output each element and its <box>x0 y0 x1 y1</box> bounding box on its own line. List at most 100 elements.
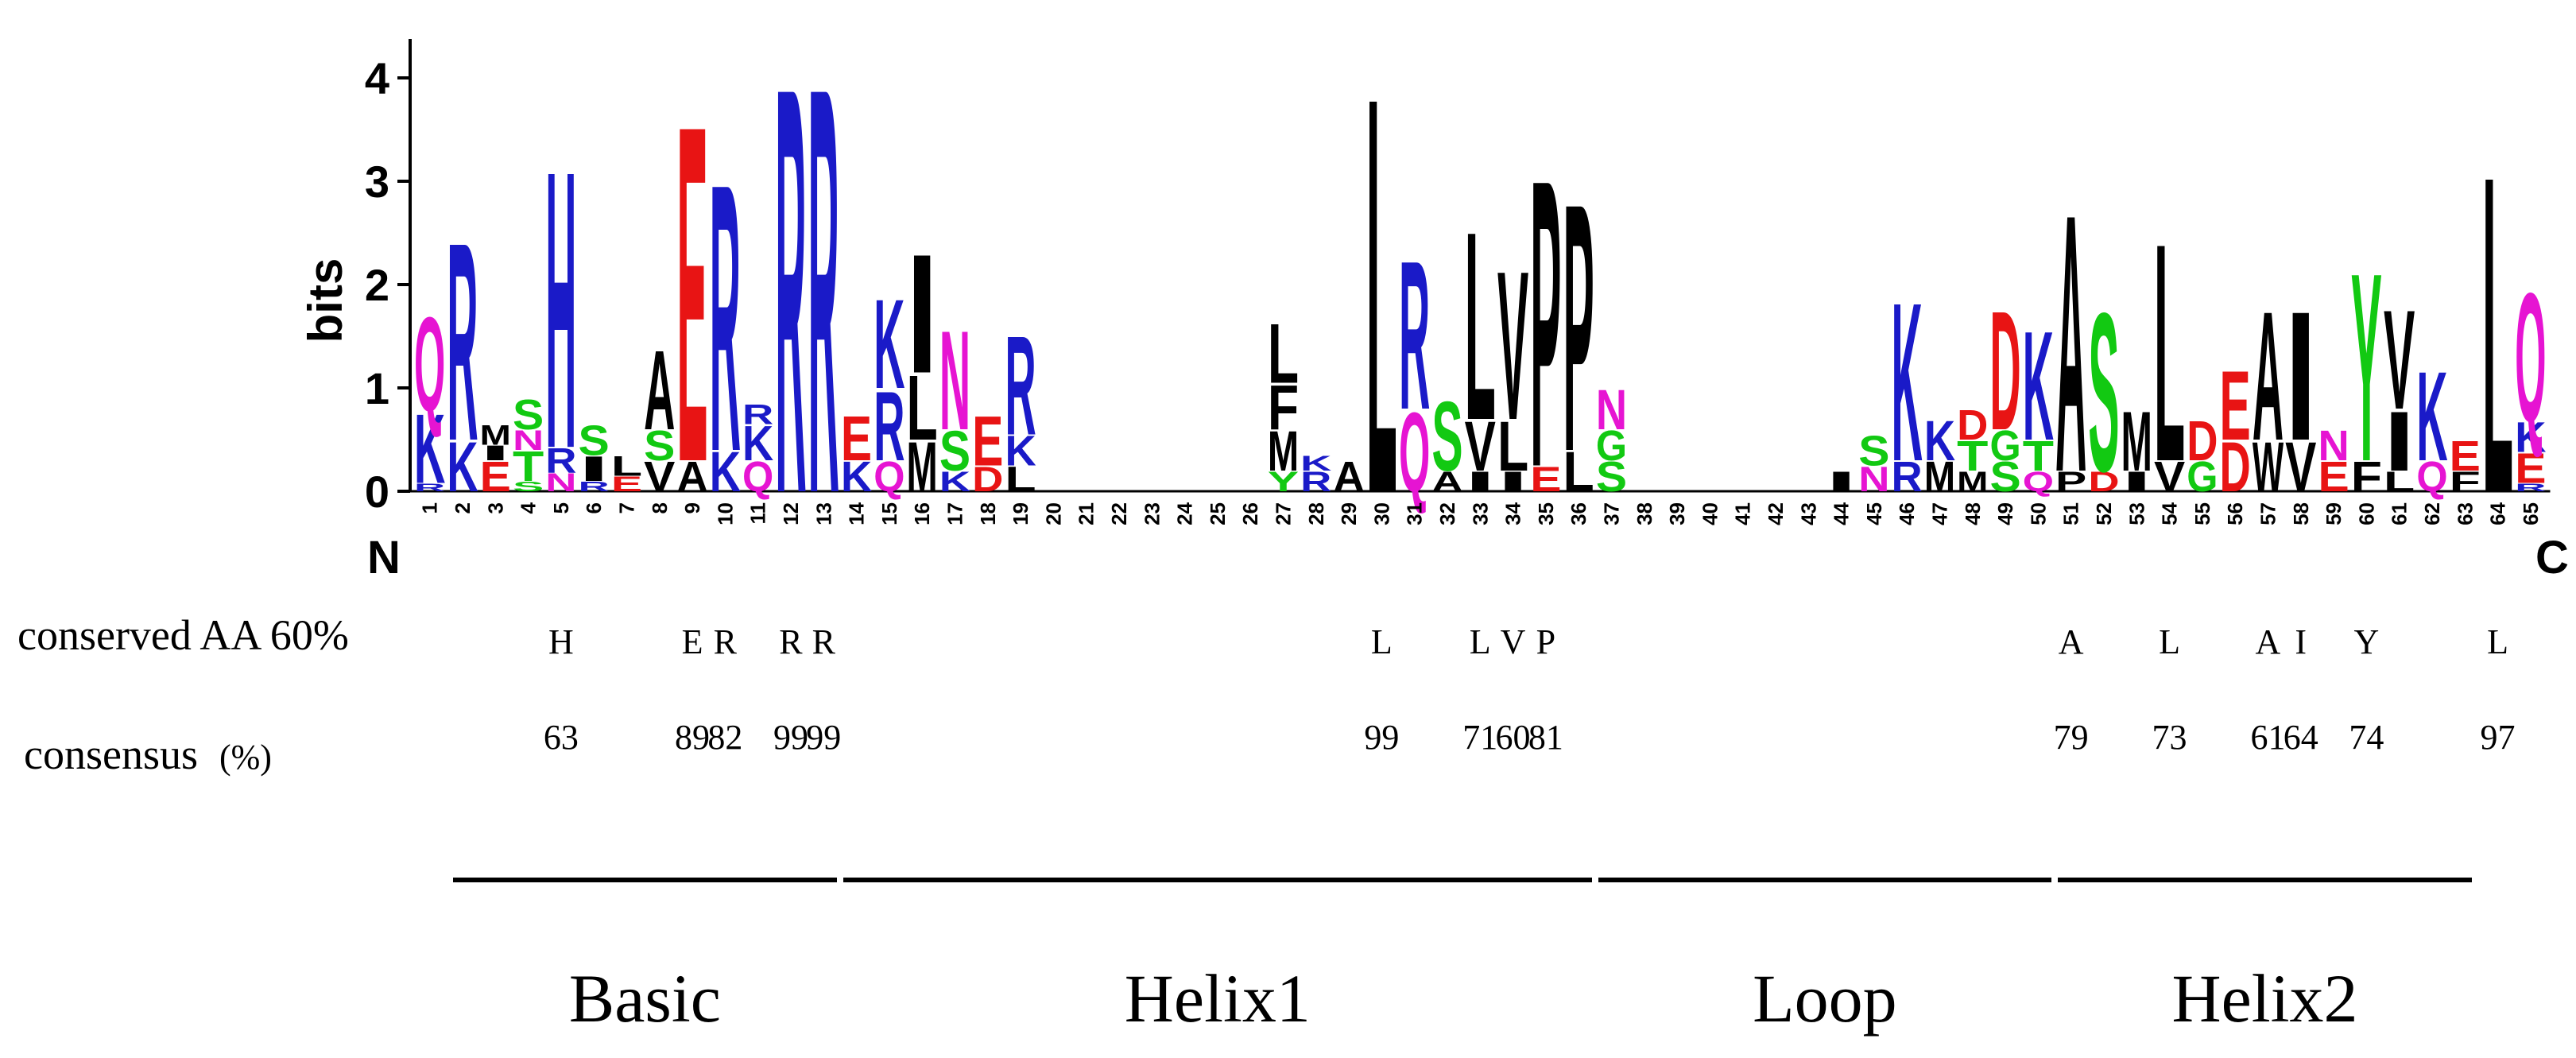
logo-letter: S <box>1596 453 1627 501</box>
logo-letter: T <box>1957 432 1988 480</box>
position-number: 30 <box>1369 502 1393 525</box>
position-number: 26 <box>1238 502 1262 525</box>
position-number: 51 <box>2059 502 2083 525</box>
position-number: 22 <box>1107 502 1131 525</box>
position-number: 2 <box>451 502 475 513</box>
logo-letter: E <box>2318 453 2349 501</box>
logo-letter: L <box>907 358 938 459</box>
logo-letter: G <box>2187 453 2218 501</box>
logo-letter: F <box>2450 467 2481 498</box>
position-number: 28 <box>1304 502 1328 525</box>
position-number: 42 <box>1764 502 1788 525</box>
logo-letter: K <box>2023 299 2054 473</box>
logo-letter: L <box>1366 0 1397 604</box>
position-number: 10 <box>713 502 737 525</box>
logo-letter: K <box>841 453 872 501</box>
logo-letter: V <box>2384 281 2415 440</box>
logo-letter: R <box>808 0 839 604</box>
logo-letter: K <box>710 440 741 503</box>
conserved-aa-cell: R <box>713 622 738 661</box>
position-number: 3 <box>483 502 507 513</box>
logo-letter: E <box>611 472 642 496</box>
logo-letter: E <box>972 402 1003 482</box>
logo-letter: S <box>513 391 544 439</box>
position-number: 8 <box>648 502 672 513</box>
position-number: 39 <box>1665 502 1689 525</box>
position-number: 5 <box>549 502 573 513</box>
position-number: 44 <box>1830 502 1854 525</box>
logo-letter: K <box>414 393 445 504</box>
position-number: 41 <box>1731 502 1755 525</box>
position-number: 47 <box>1927 502 1951 525</box>
logo-letter: M <box>1924 453 1955 501</box>
position-number: 56 <box>2223 502 2247 525</box>
consensus-value-cell: 99 <box>773 718 808 757</box>
position-number: 55 <box>2191 502 2214 525</box>
position-number: 9 <box>680 502 704 513</box>
position-number: 63 <box>2453 502 2477 525</box>
conserved-aa-cell: L <box>1469 622 1491 661</box>
logo-letter: D <box>2220 428 2251 507</box>
logo-letter: K <box>1005 427 1036 475</box>
position-number: 34 <box>1501 502 1525 525</box>
position-number: 1 <box>418 502 442 513</box>
logo-letter: K <box>874 273 905 415</box>
logo-letter: K <box>2515 413 2546 461</box>
position-number: 12 <box>779 502 803 525</box>
logo-letter: A <box>644 327 675 454</box>
logo-letter: E <box>2450 432 2481 480</box>
consensus-value-cell: 71 <box>1462 718 1498 757</box>
logo-letter: V <box>1497 228 1528 465</box>
conserved-aa-cell: L <box>2487 622 2508 661</box>
logo-letter: P <box>2055 467 2086 498</box>
consensus-value-cell: 81 <box>1528 718 1563 757</box>
position-number: 60 <box>2354 502 2378 525</box>
conserved-aa-cell: E <box>681 622 703 661</box>
logo-letter: S <box>644 422 675 470</box>
conserved-aa-cell: L <box>1370 622 1393 661</box>
logo-letter: S <box>1858 427 1889 475</box>
region-label: Basic <box>568 960 721 1037</box>
consensus-value-cell: 60 <box>1495 718 1531 757</box>
position-number: 57 <box>2256 502 2280 525</box>
logo-letter: S <box>513 479 544 494</box>
position-number: 4 <box>517 502 540 513</box>
logo-letter: R <box>1300 467 1331 498</box>
conserved-aa-cell: A <box>2058 622 2084 661</box>
logo-letter: E <box>841 402 872 474</box>
position-number: 13 <box>812 502 835 525</box>
logo-letter: R <box>874 371 905 482</box>
y-tick-label: 4 <box>365 53 389 103</box>
logo-letter: R <box>2515 481 2546 494</box>
position-number: 15 <box>877 502 901 525</box>
position-number: 11 <box>746 502 770 525</box>
logo-letter: E <box>2515 444 2546 492</box>
position-number: 23 <box>1140 502 1164 525</box>
logo-letter: K <box>939 467 970 498</box>
position-number: 32 <box>1435 502 1459 525</box>
logo-letter: E <box>676 26 707 564</box>
logo-letter: V <box>1465 407 1496 486</box>
position-number: 31 <box>1403 502 1427 525</box>
logo-letter: D <box>2088 467 2119 498</box>
logo-letter: T <box>513 443 544 490</box>
logo-letter: Q <box>2515 254 2546 460</box>
logo-letter: S <box>939 420 970 482</box>
conserved-aa-cell: Y <box>2353 622 2380 661</box>
logo-letter: M <box>907 428 938 507</box>
logo-letter: R <box>579 479 610 494</box>
logo-letter: N <box>1596 378 1627 441</box>
consensus-value-cell: 89 <box>675 718 711 757</box>
logo-letter: A <box>676 453 707 501</box>
logo-letter: I <box>480 441 511 465</box>
logo-letter: L <box>1005 459 1036 499</box>
logo-letter: K <box>2416 345 2447 487</box>
logo-letter: Y <box>1268 467 1299 498</box>
position-number: 61 <box>2388 502 2411 525</box>
logo-letter: P <box>1563 130 1594 526</box>
logo-letter: A <box>1333 453 1364 501</box>
position-number: 46 <box>1895 502 1919 525</box>
consensus-value-cell: 74 <box>2349 718 2384 757</box>
position-number: 7 <box>614 502 638 513</box>
